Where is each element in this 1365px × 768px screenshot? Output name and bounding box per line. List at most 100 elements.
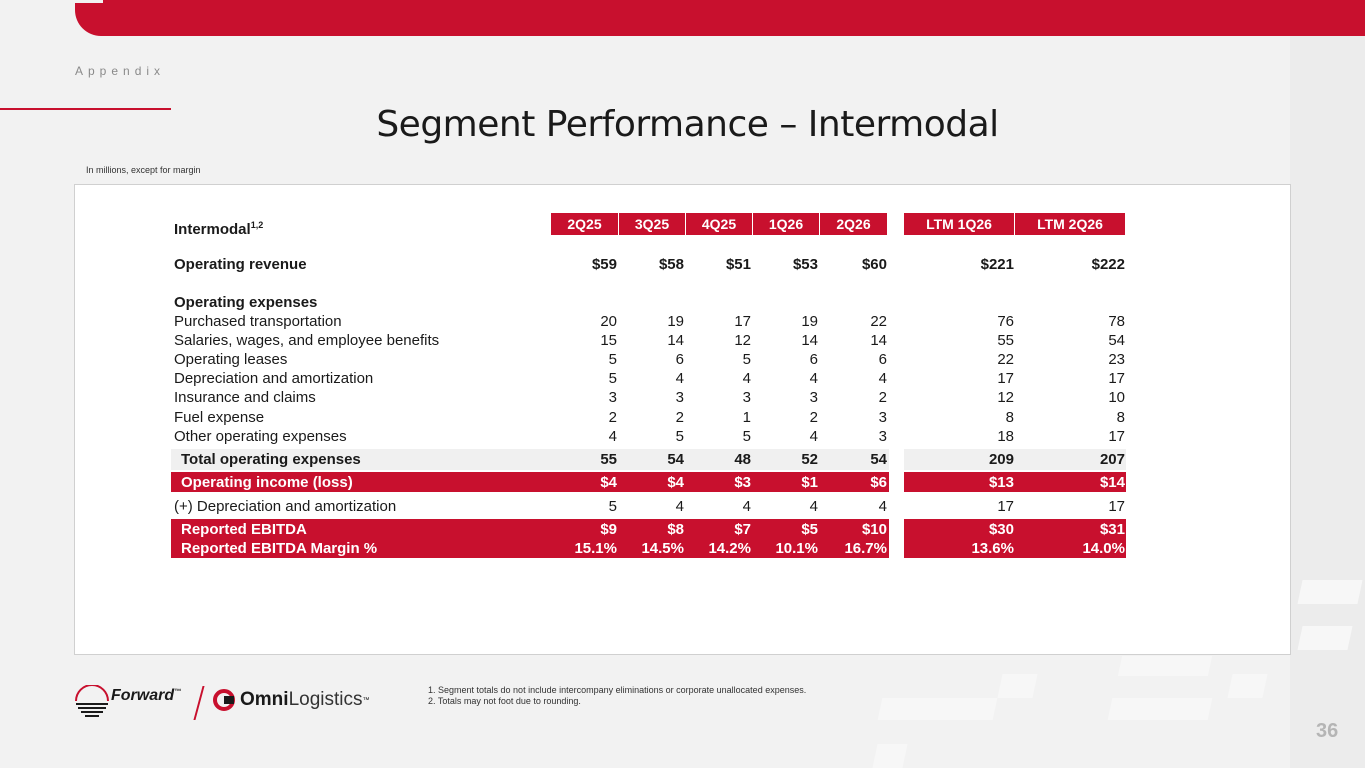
forward-name: Forward <box>111 687 175 704</box>
expense-row-ltm-value: 17 <box>1108 370 1125 388</box>
column-header-3q25: 3Q25 <box>619 213 686 235</box>
operating-expenses-heading: Operating expenses <box>174 294 318 311</box>
expense-row-value: 6 <box>809 351 818 369</box>
logistics-wordmark: Logistics <box>288 689 363 710</box>
omni-logistics-logo: Omni Logistics ™ <box>212 688 369 712</box>
expense-row-label: Depreciation and amortization <box>174 370 374 388</box>
expense-row-value: 19 <box>801 313 818 330</box>
checker-tile <box>1227 674 1268 698</box>
reported-ebitda-margin-value: 10.1% <box>775 540 818 557</box>
footnote-1: 1. Segment totals do not include interco… <box>428 685 807 695</box>
forward-wordmark: Forward™ <box>111 687 181 705</box>
forward-logo <box>74 684 110 726</box>
total-row-band <box>171 449 889 470</box>
expense-row-ltm-value: 17 <box>1108 427 1125 445</box>
operating-revenue-value: $59 <box>591 256 617 273</box>
section-rule <box>0 108 171 110</box>
plus-depreciation-value: 5 <box>608 498 617 515</box>
expense-row-value: 14 <box>801 332 818 350</box>
expense-row-ltm-value: 18 <box>997 427 1014 445</box>
expense-row-value: 4 <box>675 370 684 388</box>
expense-row-value: 5 <box>742 427 751 445</box>
expense-row-ltm-value: 8 <box>1116 408 1125 426</box>
expense-row-value: 2 <box>878 389 887 407</box>
expense-row-value: 14 <box>870 332 887 350</box>
reported-ebitda-margin-ltm-value: 14.0% <box>1082 540 1125 557</box>
expense-row-value: 12 <box>734 332 751 350</box>
ebitda-band <box>171 519 889 558</box>
ebitda-band-ltm <box>904 519 1126 558</box>
page-number: 36 <box>1316 720 1339 742</box>
reported-ebitda-ltm-value: $30 <box>988 521 1014 538</box>
reported-ebitda-margin-value: 14.5% <box>641 540 684 557</box>
expense-row-label: Salaries, wages, and employee benefits <box>174 332 440 350</box>
reported-ebitda-value: $9 <box>600 521 617 538</box>
column-header-ltm-2: LTM 2Q26 <box>1015 213 1126 235</box>
expense-row-value: 3 <box>878 427 887 445</box>
expense-row-value: 2 <box>809 408 818 426</box>
operating-income-band <box>171 472 889 492</box>
expense-row-label: Purchased transportation <box>174 313 342 330</box>
checker-tile <box>872 744 908 768</box>
column-header-ltm-1: LTM 1Q26 <box>904 213 1015 235</box>
logo-divider <box>193 686 205 720</box>
operating-income-ltm-value: $13 <box>988 474 1014 491</box>
expense-row-value: 1 <box>742 408 751 426</box>
reported-ebitda-value: $5 <box>801 521 818 538</box>
expense-row-value: 4 <box>608 427 617 445</box>
expense-row-value: 5 <box>675 427 684 445</box>
segment-footnote-ref: 1,2 <box>250 220 264 230</box>
expense-row-ltm-value: 10 <box>1108 389 1125 407</box>
checker-tile <box>1297 626 1353 650</box>
expense-row-ltm-value: 76 <box>997 313 1014 330</box>
operating-revenue-value: $53 <box>792 256 818 273</box>
segment-label: Intermodal1,2 <box>174 216 263 239</box>
operating-revenue-value: $51 <box>725 256 751 273</box>
reported-ebitda-label: Reported EBITDA <box>181 521 307 538</box>
expense-row-value: 15 <box>600 332 617 350</box>
expense-row-value: 22 <box>870 313 887 330</box>
operating-revenue-ltm-value: $221 <box>980 256 1014 273</box>
checker-tile <box>1117 656 1213 676</box>
expense-row-ltm-value: 54 <box>1108 332 1125 350</box>
expense-row-value: 3 <box>675 389 684 407</box>
operating-income-value: $3 <box>734 474 751 491</box>
forward-trademark: ™ <box>174 688 182 696</box>
total-operating-expenses-ltm-value: 209 <box>988 451 1014 468</box>
units-note: In millions, except for margin <box>86 165 201 175</box>
operating-revenue-value: $60 <box>861 256 887 273</box>
page-title: Segment Performance – Intermodal <box>376 104 999 145</box>
expense-row-value: 3 <box>742 389 751 407</box>
expense-row-value: 3 <box>809 389 818 407</box>
column-header-1q26: 1Q26 <box>753 213 820 235</box>
operating-income-value: $4 <box>667 474 684 491</box>
expense-row-value: 3 <box>878 408 887 426</box>
column-header-4q25: 4Q25 <box>686 213 753 235</box>
expense-row-value: 4 <box>809 370 818 388</box>
expense-row-label: Other operating expenses <box>174 427 347 445</box>
section-label: Appendix <box>75 64 166 78</box>
operating-income-label: Operating income (loss) <box>181 474 353 491</box>
expense-row-value: 4 <box>878 370 887 388</box>
expense-row-value: 3 <box>608 389 617 407</box>
reported-ebitda-margin-label: Reported EBITDA Margin % <box>181 540 378 557</box>
column-header-2q25: 2Q25 <box>551 213 619 235</box>
expense-row-label: Insurance and claims <box>174 389 316 407</box>
expense-row-value: 2 <box>608 408 617 426</box>
expense-row-ltm-value: 78 <box>1108 313 1125 330</box>
omni-wordmark: Omni <box>240 689 289 710</box>
expense-row-value: 5 <box>608 351 617 369</box>
operating-income-value: $6 <box>870 474 887 491</box>
expense-row-value: 14 <box>667 332 684 350</box>
reported-ebitda-value: $8 <box>667 521 684 538</box>
plus-depreciation-ltm-value: 17 <box>997 498 1014 515</box>
expense-row-value: 4 <box>742 370 751 388</box>
reported-ebitda-value: $7 <box>734 521 751 538</box>
operating-revenue-value: $58 <box>658 256 684 273</box>
checker-tile <box>1107 698 1213 720</box>
total-operating-expenses-value: 48 <box>734 451 751 468</box>
reported-ebitda-margin-value: 15.1% <box>574 540 617 557</box>
forward-mark-icon <box>75 684 109 717</box>
expense-row-ltm-value: 55 <box>997 332 1014 350</box>
plus-depreciation-value: 4 <box>675 498 684 515</box>
